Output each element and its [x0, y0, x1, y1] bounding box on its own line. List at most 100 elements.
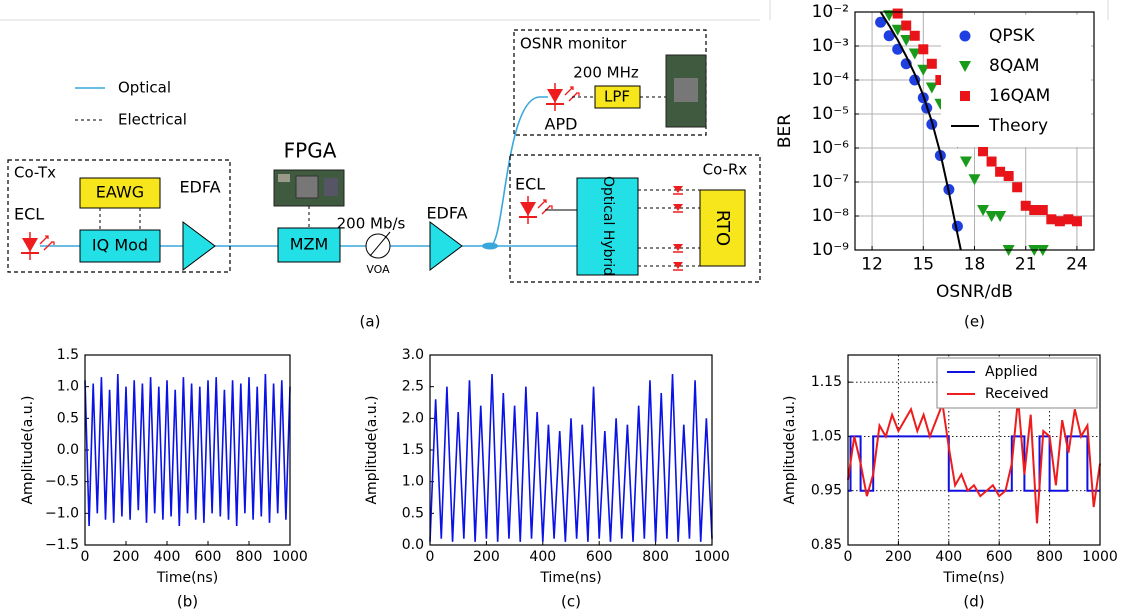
- plot-frame: [854, 11, 1095, 251]
- point: [995, 166, 1006, 177]
- label: Co-Tx: [14, 164, 56, 182]
- legend-marker: [959, 30, 971, 42]
- mzm-box: [277, 227, 341, 263]
- y-tick-label: 2.5: [402, 379, 424, 395]
- y-tick-label: 10⁻⁹: [812, 240, 850, 260]
- label: LPF: [604, 88, 630, 106]
- label: APD: [545, 115, 578, 134]
- x-tick-label: 1000: [272, 549, 308, 565]
- point: [1012, 182, 1023, 193]
- x-axis-label: Time(ns): [539, 570, 601, 586]
- point: [918, 44, 929, 55]
- label: RTO: [712, 210, 733, 246]
- legend-label: Received: [985, 386, 1049, 402]
- point: [1029, 205, 1040, 216]
- legend-label: Theory: [988, 116, 1048, 136]
- point: [1020, 200, 1031, 211]
- y-tick-label: 1.5: [402, 442, 424, 458]
- eawg-box: [79, 177, 161, 209]
- x-tick-label: 0: [844, 549, 853, 565]
- x-tick-label: 24: [1066, 254, 1088, 274]
- legend-marker: [959, 61, 971, 72]
- y-tick-label: 2.0: [402, 410, 424, 426]
- coupler: [482, 242, 498, 250]
- y-axis-label: BER: [775, 114, 795, 148]
- y-axis-label: Amplitude(a.u.): [364, 395, 380, 504]
- y-tick-label: 10⁻⁶: [812, 138, 850, 158]
- voa-arrow: [369, 231, 391, 257]
- point: [968, 174, 981, 186]
- point: [883, 30, 895, 42]
- iq-mod-box: [79, 229, 161, 263]
- point: [917, 64, 930, 76]
- legend-marker: [960, 91, 970, 101]
- y-axis-label: Amplitude(a.u.): [20, 395, 36, 504]
- point: [978, 146, 989, 157]
- point: [994, 211, 1007, 222]
- y-tick-label: 10⁻⁴: [812, 70, 850, 90]
- x-tick-label: 1000: [1082, 549, 1118, 565]
- point: [1054, 216, 1065, 227]
- wire: [638, 189, 700, 267]
- data-line: [847, 398, 1101, 524]
- rto-box: [699, 189, 746, 267]
- edfa-icon: [429, 221, 463, 271]
- chart: 0.85 0.95 1.05 1.15 0 200 400 600 800 1000 Applied…: [782, 354, 1118, 611]
- fpga-board: [273, 169, 345, 207]
- y-tick-label: 0.5: [402, 505, 424, 521]
- x-tick-label: 15: [912, 254, 934, 274]
- x-tick-label: 600: [986, 549, 1013, 565]
- label: IQ Mod: [92, 236, 148, 255]
- x-tick-label: 600: [586, 549, 613, 565]
- x-axis-label: OSNR/dB: [936, 282, 1013, 302]
- data-line: [84, 373, 291, 527]
- point: [959, 156, 972, 168]
- caption: (b): [177, 593, 198, 611]
- point: [935, 75, 946, 85]
- point: [1003, 171, 1014, 182]
- label: FPGA: [284, 139, 337, 163]
- x-tick-label: 400: [529, 549, 556, 565]
- point: [875, 16, 887, 28]
- chart: 10⁻² 10⁻³ 10⁻⁴ 10⁻⁵ 10⁻⁶ 10⁻⁷ 10⁻⁸ 10⁻⁹ 12 15 18 21…: [775, 2, 1095, 331]
- hybrid-box: [576, 177, 639, 276]
- y-tick-label: 0.95: [811, 483, 842, 499]
- edfa-icon: [182, 221, 216, 271]
- point: [891, 24, 904, 36]
- y-tick-label: 10⁻⁵: [812, 104, 849, 124]
- optical-fiber: [489, 96, 577, 247]
- label: EDFA: [426, 204, 467, 223]
- point: [908, 48, 921, 60]
- point: [901, 20, 912, 31]
- x-tick-label: 0: [426, 549, 435, 565]
- legend-label: 16QAM: [989, 86, 1050, 106]
- point: [1046, 214, 1057, 225]
- plot-frame: [429, 354, 713, 546]
- y-tick-label: 0.0: [402, 537, 424, 553]
- point: [985, 211, 998, 222]
- label: ECL: [515, 175, 545, 194]
- y-tick-label: 1.0: [57, 379, 79, 395]
- plot-frame: [84, 354, 291, 546]
- point: [977, 205, 990, 217]
- label: Optical Hybrid: [600, 176, 616, 276]
- x-tick-label: 800: [642, 549, 669, 565]
- point: [925, 82, 938, 94]
- x-tick-label: 200: [113, 549, 140, 565]
- y-tick-label: 1.5: [57, 347, 79, 363]
- caption: (e): [964, 313, 985, 331]
- point: [892, 8, 903, 19]
- x-tick-label: 400: [935, 549, 962, 565]
- point: [900, 35, 913, 47]
- point: [1071, 216, 1082, 227]
- label: MZM: [290, 235, 329, 254]
- caption: (d): [963, 593, 984, 611]
- x-tick-label: 18: [964, 254, 986, 274]
- y-tick-label: −1.5: [45, 537, 79, 553]
- x-tick-label: 1000: [694, 549, 730, 565]
- y-tick-label: 0.85: [811, 537, 842, 553]
- y-tick-label: 10⁻²: [812, 2, 849, 22]
- label: ECL: [14, 205, 44, 224]
- x-tick-label: 800: [1036, 549, 1063, 565]
- data-line: [429, 373, 713, 542]
